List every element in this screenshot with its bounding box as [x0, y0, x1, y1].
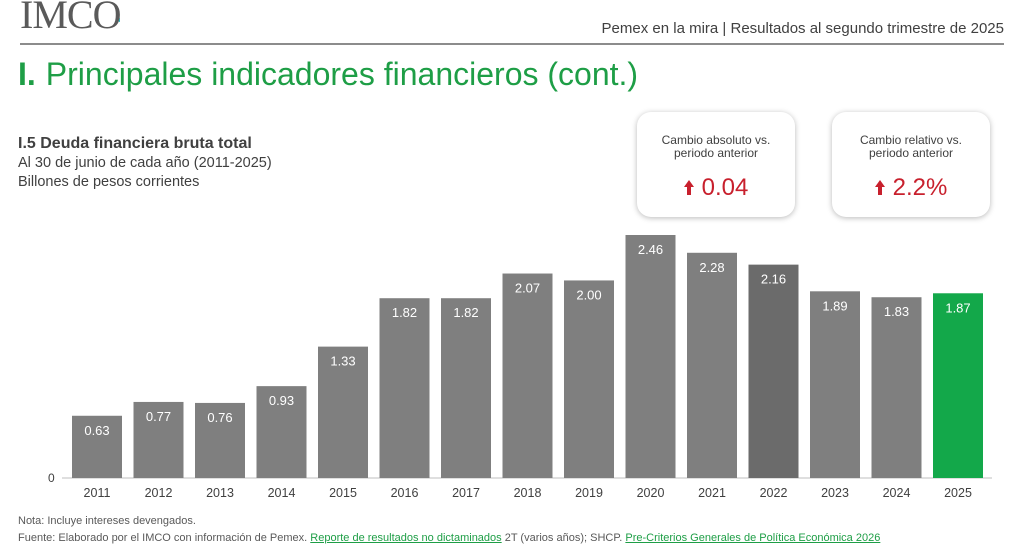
y-tick-label: 0 [48, 471, 55, 485]
footnote: Nota: Incluye intereses devengados. [18, 515, 196, 527]
absolute-change-label-line1: Cambio absoluto vs. [661, 133, 771, 147]
data-label-2022: 2.16 [761, 272, 786, 287]
x-tick-label-2023: 2023 [821, 486, 849, 500]
bar-2012 [133, 401, 184, 478]
data-label-2024: 1.83 [884, 304, 909, 319]
data-label-2015: 1.33 [330, 354, 355, 369]
absolute-change-label-line2: periodo anterior [673, 146, 759, 160]
bar-2018 [502, 273, 553, 478]
bar-2016 [379, 298, 430, 478]
x-tick-label-2019: 2019 [575, 486, 603, 500]
x-tick-label-2015: 2015 [329, 486, 357, 500]
data-label-2021: 2.28 [699, 260, 724, 275]
source-link-reporte[interactable]: Reporte de resultados no dictaminados [310, 532, 502, 544]
chart-subtitle: Al 30 de junio de cada año (2011-2025) [18, 155, 272, 171]
x-tick-label-2018: 2018 [514, 486, 542, 500]
x-tick-label-2021: 2021 [698, 486, 726, 500]
bar-2014 [256, 386, 307, 478]
bar-2021 [687, 252, 737, 478]
chart-units: Billones de pesos corrientes [18, 174, 200, 190]
x-tick-label-2024: 2024 [883, 486, 911, 500]
data-label-2019: 2.00 [576, 287, 601, 302]
section-title: I. Principales indicadores financieros (c… [18, 56, 638, 93]
data-label-2018: 2.07 [515, 281, 540, 296]
arrow-up-icon [683, 180, 694, 196]
relative-change-label-line1: Cambio relativo vs. [859, 133, 963, 147]
absolute-change-label: Cambio absoluto vs. periodo anterior [637, 134, 795, 160]
x-tick-label-2013: 2013 [206, 486, 234, 500]
data-label-2016: 1.82 [392, 305, 417, 320]
bar-2019 [564, 280, 614, 478]
relative-change-label: Cambio relativo vs. periodo anterior [832, 134, 990, 160]
data-label-2011: 0.63 [84, 423, 109, 438]
source-link-precriterios[interactable]: Pre-Criterios Generales de Política Econ… [625, 532, 881, 544]
x-tick-label-2022: 2022 [760, 486, 788, 500]
absolute-change-value: 0.04 [637, 174, 795, 202]
source-middle: 2T (varios años); SHCP. [501, 532, 626, 544]
source-prefix: Fuente: Elaborado por el IMCO con inform… [18, 532, 311, 544]
source-line: Fuente: Elaborado por el IMCO con inform… [18, 532, 880, 544]
section-title-text: Principales indicadores financieros (con… [45, 56, 639, 92]
x-tick-label-2020: 2020 [637, 486, 665, 500]
section-number: I. [18, 56, 36, 92]
x-tick-label-2017: 2017 [452, 486, 480, 500]
imco-logo: IMCO [20, 0, 121, 38]
data-label-2023: 1.89 [822, 298, 847, 313]
chart-title: I.5 Deuda financiera bruta total [18, 135, 252, 152]
absolute-change-number: 0.04 [701, 174, 749, 201]
data-label-2013: 0.76 [207, 410, 232, 425]
bar-chart: 0 0.63 2011 0.77 2012 0.76 2013 0.93 2014 1.33 201… [48, 235, 992, 500]
relative-change-card: Cambio relativo vs. periodo anterior 2.2… [832, 112, 990, 217]
bar-2011 [72, 415, 122, 478]
relative-change-value: 2.2% [832, 174, 990, 202]
data-label-2025: 1.87 [945, 300, 970, 315]
x-tick-label-2012: 2012 [145, 486, 173, 500]
data-label-2012: 0.77 [146, 409, 171, 424]
relative-change-number: 2.2% [892, 174, 948, 201]
relative-change-label-line2: periodo anterior [868, 146, 954, 160]
x-tick-label-2014: 2014 [268, 486, 296, 500]
bar-2024 [871, 297, 922, 478]
data-label-2014: 0.93 [269, 393, 294, 408]
bar-2022 [748, 264, 799, 478]
absolute-change-card: Cambio absoluto vs. periodo anterior 0.0… [637, 112, 795, 217]
data-label-2017: 1.82 [453, 305, 478, 320]
bar-2013 [195, 402, 245, 478]
logo-text: IMCO [20, 0, 121, 37]
header-divider [20, 43, 1004, 45]
bar-2020 [625, 235, 676, 478]
bar-2017 [441, 298, 491, 478]
x-tick-label-2011: 2011 [84, 486, 111, 500]
arrow-up-icon [874, 180, 885, 196]
bar-2025 [933, 293, 983, 478]
x-tick-label-2025: 2025 [944, 486, 972, 500]
data-label-2020: 2.46 [638, 242, 663, 257]
report-title: Pemex en la mira | Resultados al segundo… [601, 20, 1004, 37]
x-tick-label-2016: 2016 [391, 486, 419, 500]
bar-2023 [810, 291, 860, 478]
bar-2015 [318, 346, 368, 478]
